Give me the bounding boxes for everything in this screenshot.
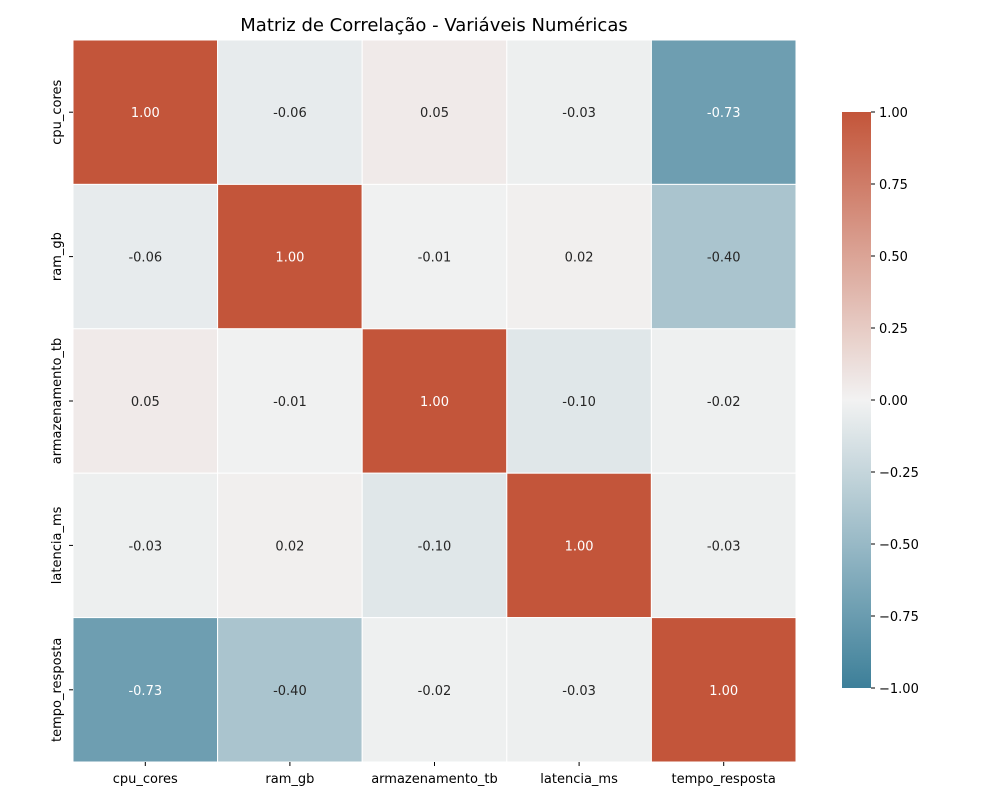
cell-value-label: -0.06 [128, 251, 162, 266]
y-tick-label: armazenamento_tb [50, 338, 65, 465]
heatmap-cell [217, 39, 363, 185]
chart-title: Matriz de Correlação - Variáveis Numéric… [240, 15, 627, 36]
heatmap-cell [650, 183, 797, 330]
cell-value-label: 1.00 [275, 251, 304, 266]
heatmap-cell [72, 617, 219, 763]
colorbar-tick-label: 1.00 [879, 106, 908, 121]
heatmap-cell [217, 183, 363, 330]
cell-value-label: -0.03 [562, 106, 596, 121]
cell-value-label: -0.01 [418, 251, 452, 266]
heatmap-cell [217, 617, 363, 763]
cell-value-label: -0.10 [418, 539, 452, 554]
heatmap-cell [72, 183, 219, 330]
cell-value-label: -0.06 [273, 106, 307, 121]
colorbar-gradient [842, 112, 871, 688]
cell-value-label: -0.03 [707, 539, 741, 554]
heatmap-cell [361, 472, 508, 619]
heatmap-cell [506, 328, 652, 474]
heatmap-cell [650, 39, 797, 185]
cell-value-label: 1.00 [709, 684, 738, 699]
heatmap-cell [650, 472, 797, 619]
heatmap-cell [217, 472, 363, 619]
y-axis: cpu_cores ram_gb armazenamento_tb latencia_… [50, 79, 73, 742]
heatmap-cell [506, 472, 652, 619]
colorbar-tick-label: −1.00 [879, 682, 919, 697]
cell-value-label: -0.73 [707, 106, 741, 121]
cell-value-label: 0.05 [420, 106, 449, 121]
x-tick-label: latencia_ms [540, 772, 618, 787]
cell-value-label: 0.02 [275, 539, 304, 554]
x-tick-label: armazenamento_tb [371, 772, 498, 787]
cell-value-label: 0.02 [565, 251, 594, 266]
colorbar-tick-label: 0.75 [879, 178, 908, 193]
heatmap-cell [361, 183, 508, 330]
cell-value-label: -0.01 [273, 395, 307, 410]
cell-value-label: 1.00 [131, 106, 160, 121]
colorbar-tick-label: 0.00 [879, 394, 908, 409]
colorbar: 1.00 0.75 0.50 0.25 0.00 −0.25 −0.50 −0.75 −1.00 [842, 106, 919, 697]
colorbar-tick-label: 0.25 [879, 322, 908, 337]
cell-value-label: -0.03 [562, 684, 596, 699]
cell-value-label: -0.40 [707, 251, 741, 266]
colorbar-tick-label: −0.75 [879, 610, 919, 625]
colorbar-tick-label: 0.50 [879, 250, 908, 265]
y-tick-label: ram_gb [50, 232, 65, 281]
heatmap-cell [650, 617, 797, 763]
cell-value-label: -0.40 [273, 684, 307, 699]
heatmap-cell [72, 39, 219, 185]
heatmap-cell [361, 617, 508, 763]
heatmap-cells [72, 39, 797, 763]
heatmap-cell [650, 328, 797, 474]
heatmap-cell [361, 39, 508, 185]
x-axis: cpu_cores ram_gb armazenamento_tb latencia_… [113, 762, 776, 787]
cell-value-label: 1.00 [565, 539, 594, 554]
cell-value-label: 1.00 [420, 395, 449, 410]
cell-value-label: -0.02 [418, 684, 452, 699]
y-tick-label: cpu_cores [50, 79, 65, 144]
heatmap-cell [361, 328, 508, 474]
x-tick-label: ram_gb [265, 772, 314, 787]
cell-value-label: -0.73 [128, 684, 162, 699]
cell-value-label: 0.05 [131, 395, 160, 410]
heatmap-cell [506, 39, 652, 185]
x-tick-label: tempo_resposta [672, 772, 776, 787]
colorbar-tick-label: −0.25 [879, 466, 919, 481]
heatmap-cell [217, 328, 363, 474]
heatmap-value-labels: 1.00 -0.06 0.05 -0.03 -0.73 -0.06 1.00 -0.01 0.0… [128, 106, 740, 699]
y-tick-label: latencia_ms [50, 506, 65, 584]
cell-value-label: -0.10 [562, 395, 596, 410]
colorbar-tick-label: −0.50 [879, 538, 919, 553]
cell-value-label: -0.02 [707, 395, 741, 410]
cell-value-label: -0.03 [128, 539, 162, 554]
x-tick-label: cpu_cores [113, 772, 178, 787]
y-tick-label: tempo_resposta [50, 638, 65, 742]
